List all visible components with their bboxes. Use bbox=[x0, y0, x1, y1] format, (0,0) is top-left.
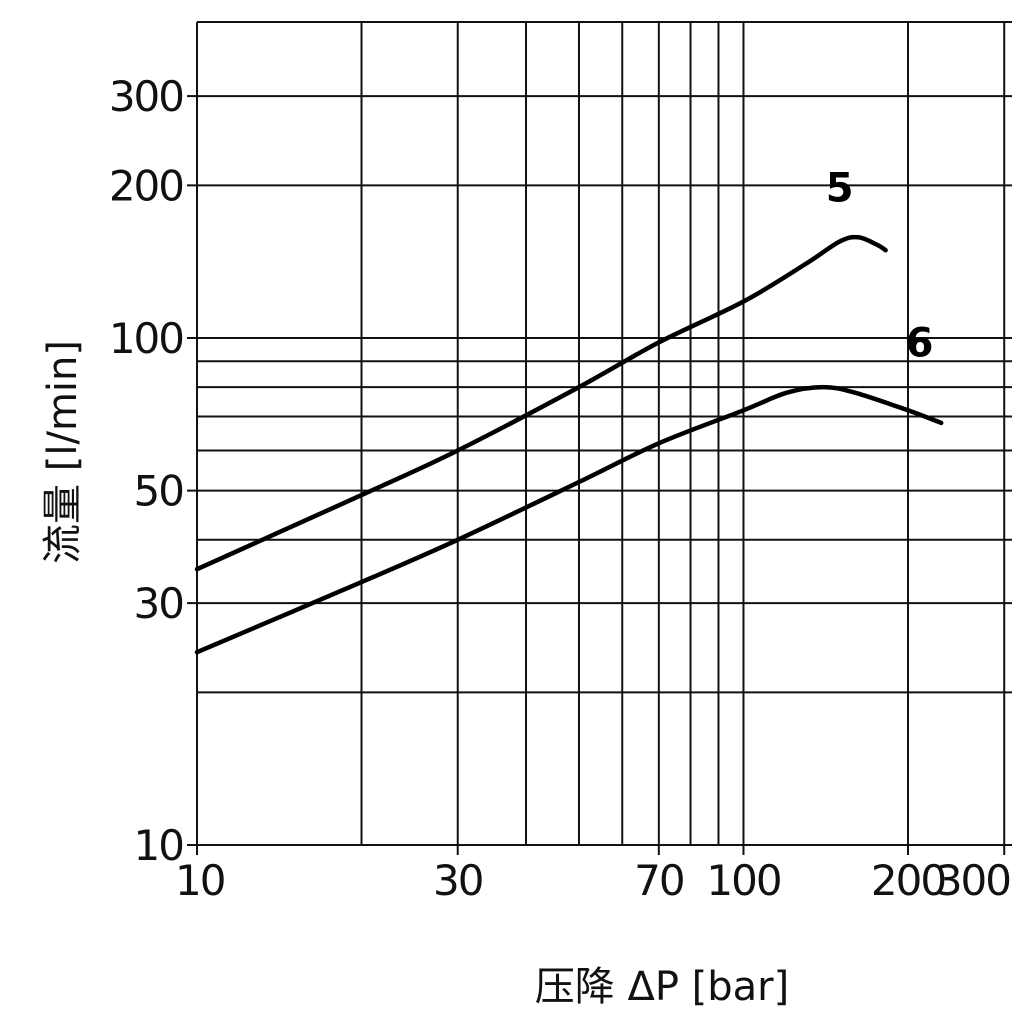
x-tick-label-10: 10 bbox=[175, 856, 224, 905]
grid bbox=[196, 21, 1012, 846]
x-axis-label: 压降 ΔP [bar] bbox=[535, 964, 789, 1010]
y-axis-label: 流量 [l/min] bbox=[40, 340, 86, 564]
series bbox=[194, 234, 944, 655]
x-tick-label-70: 70 bbox=[634, 856, 683, 905]
y-tick-label-10: 10 bbox=[134, 821, 183, 870]
x-tick-label-300: 300 bbox=[936, 856, 1010, 905]
x-tick-label-200: 200 bbox=[871, 856, 945, 905]
y-tick-label-30: 30 bbox=[134, 579, 183, 628]
y-axis-ticks: 10 30 50 100 200 300 bbox=[109, 72, 197, 870]
x-tick-label-100: 100 bbox=[706, 856, 780, 905]
y-tick-label-300: 300 bbox=[109, 72, 183, 121]
series-line-5 bbox=[194, 234, 888, 572]
x-tick-label-30: 30 bbox=[433, 856, 482, 905]
series-label-6: 6 bbox=[906, 320, 934, 366]
series-labels: 56 bbox=[826, 166, 934, 367]
series-line-6 bbox=[194, 384, 944, 655]
y-tick-label-200: 200 bbox=[109, 161, 183, 210]
series-label-5: 5 bbox=[826, 166, 854, 212]
y-tick-label-100: 100 bbox=[109, 314, 183, 363]
y-tick-label-50: 50 bbox=[134, 467, 183, 516]
